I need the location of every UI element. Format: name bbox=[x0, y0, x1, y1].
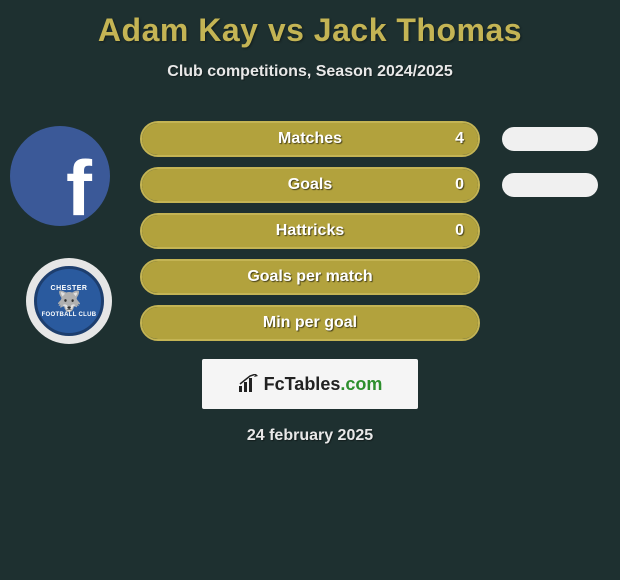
stat-bar: Goals per match bbox=[140, 259, 480, 295]
club-emblem-icon: 🐺 bbox=[57, 292, 82, 312]
avatar-club: CHESTER 🐺 FOOTBALL CLUB bbox=[26, 258, 112, 344]
footer-logo: FcTables.com bbox=[202, 359, 418, 409]
stat-bar: Goals 0 bbox=[140, 167, 480, 203]
stat-bar: Min per goal bbox=[140, 305, 480, 341]
stat-value: 0 bbox=[455, 222, 464, 240]
avatar-facebook: f bbox=[10, 126, 110, 226]
stat-bar: Hattricks 0 bbox=[140, 213, 480, 249]
chart-icon bbox=[238, 374, 260, 394]
opponent-pill bbox=[502, 173, 598, 197]
stat-label: Goals per match bbox=[247, 268, 372, 286]
stat-value: 4 bbox=[455, 130, 464, 148]
stat-bar: Matches 4 bbox=[140, 121, 480, 157]
stat-label: Hattricks bbox=[276, 222, 344, 240]
stat-label: Matches bbox=[278, 130, 342, 148]
stat-label: Min per goal bbox=[263, 314, 357, 332]
footer-logo-text: FcTables.com bbox=[264, 374, 383, 395]
footer-date: 24 february 2025 bbox=[0, 427, 620, 445]
page-title: Adam Kay vs Jack Thomas bbox=[0, 0, 620, 49]
club-sub: FOOTBALL CLUB bbox=[42, 312, 97, 318]
subtitle: Club competitions, Season 2024/2025 bbox=[0, 63, 620, 81]
facebook-icon: f bbox=[10, 126, 110, 226]
stat-value: 0 bbox=[455, 176, 464, 194]
opponent-pill bbox=[502, 127, 598, 151]
stat-label: Goals bbox=[288, 176, 332, 194]
club-badge: CHESTER 🐺 FOOTBALL CLUB bbox=[26, 258, 112, 344]
